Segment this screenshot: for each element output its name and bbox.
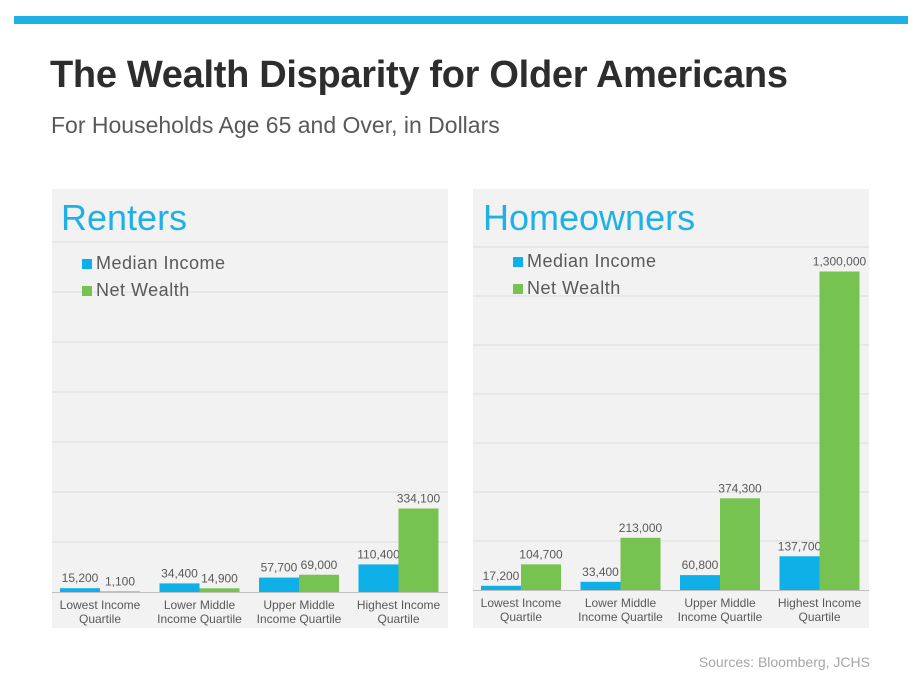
median-income-data-label: 57,700 (261, 561, 298, 575)
legend-label: Median Income (527, 251, 657, 271)
net-wealth-data-label: 1,100 (105, 574, 135, 588)
page-title: The Wealth Disparity for Older Americans (50, 54, 788, 96)
median-income-swatch (82, 258, 92, 269)
x-tick-label: Lowest Income (60, 598, 141, 612)
median-income-data-label: 60,800 (682, 558, 719, 572)
homeowners-chart-panel: 17,200 104,700 Lowest Income Quartile 33,400… (473, 189, 869, 628)
median-income-data-label: 137,700 (778, 539, 822, 553)
homeowners-legend: Median Income Net Wealth (513, 248, 657, 302)
net-wealth-bar (100, 591, 140, 592)
x-tick-label: Quartile (798, 610, 840, 624)
net-wealth-data-label: 213,000 (619, 521, 663, 535)
net-wealth-bar (720, 498, 760, 590)
net-wealth-swatch (513, 283, 523, 294)
x-tick-label: Upper Middle (263, 598, 335, 612)
median-income-data-label: 110,400 (357, 547, 400, 561)
median-income-bar (779, 556, 820, 590)
net-wealth-bar (620, 537, 661, 590)
x-tick-label: Quartile (377, 612, 419, 626)
median-income-bar (358, 564, 399, 592)
legend-item-median-income: Median Income (82, 250, 226, 277)
renters-chart-panel: 15,200 1,100 Lowest Income Quartile 34,400 14… (52, 189, 448, 628)
median-income-bar (481, 585, 521, 590)
net-wealth-data-label: 104,700 (519, 547, 563, 561)
x-tick-label: Highest Income (357, 598, 441, 612)
homeowners-chart-title: Homeowners (483, 197, 696, 238)
x-tick-label: Quartile (500, 610, 542, 624)
median-income-bar (580, 581, 621, 590)
median-income-swatch (513, 256, 523, 267)
net-wealth-bar (819, 271, 860, 590)
net-wealth-bar (199, 588, 240, 592)
x-tick-label: Income Quartile (678, 610, 763, 624)
net-wealth-bar (521, 564, 561, 590)
x-tick-label: Highest Income (778, 596, 862, 610)
legend-item-median-income: Median Income (513, 248, 657, 275)
median-income-bar (60, 588, 100, 592)
median-income-bar (680, 575, 720, 590)
legend-label: Net Wealth (527, 278, 621, 298)
median-income-data-label: 15,200 (62, 571, 99, 585)
page-subtitle: For Households Age 65 and Over, in Dolla… (51, 112, 500, 138)
renters-chart-title: Renters (61, 197, 188, 238)
top-accent-bar (14, 16, 908, 24)
median-income-bar (159, 583, 200, 592)
net-wealth-swatch (82, 285, 92, 296)
x-tick-label: Lower Middle (585, 596, 657, 610)
legend-label: Median Income (96, 253, 226, 273)
net-wealth-data-label: 14,900 (201, 571, 238, 585)
legend-item-net-wealth: Net Wealth (513, 275, 657, 302)
median-income-bar (259, 577, 299, 592)
legend-item-net-wealth: Net Wealth (82, 277, 226, 304)
net-wealth-data-label: 334,100 (397, 491, 441, 505)
median-income-data-label: 17,200 (483, 569, 520, 583)
x-tick-label: Income Quartile (257, 612, 342, 626)
net-wealth-data-label: 1,300,000 (813, 255, 867, 269)
x-tick-label: Income Quartile (578, 610, 663, 624)
legend-label: Net Wealth (96, 280, 190, 300)
net-wealth-data-label: 374,300 (718, 481, 762, 495)
renters-legend: Median Income Net Wealth (82, 250, 226, 304)
net-wealth-bar (398, 508, 439, 592)
x-tick-label: Lowest Income (481, 596, 562, 610)
x-tick-label: Lower Middle (164, 598, 236, 612)
x-tick-label: Upper Middle (684, 596, 756, 610)
sources-note: Sources: Bloomberg, JCHS (698, 654, 870, 670)
x-tick-label: Income Quartile (157, 612, 242, 626)
x-tick-label: Quartile (79, 612, 121, 626)
net-wealth-data-label: 69,000 (301, 558, 338, 572)
median-income-data-label: 33,400 (582, 565, 619, 579)
median-income-data-label: 34,400 (161, 566, 198, 580)
net-wealth-bar (299, 574, 339, 592)
